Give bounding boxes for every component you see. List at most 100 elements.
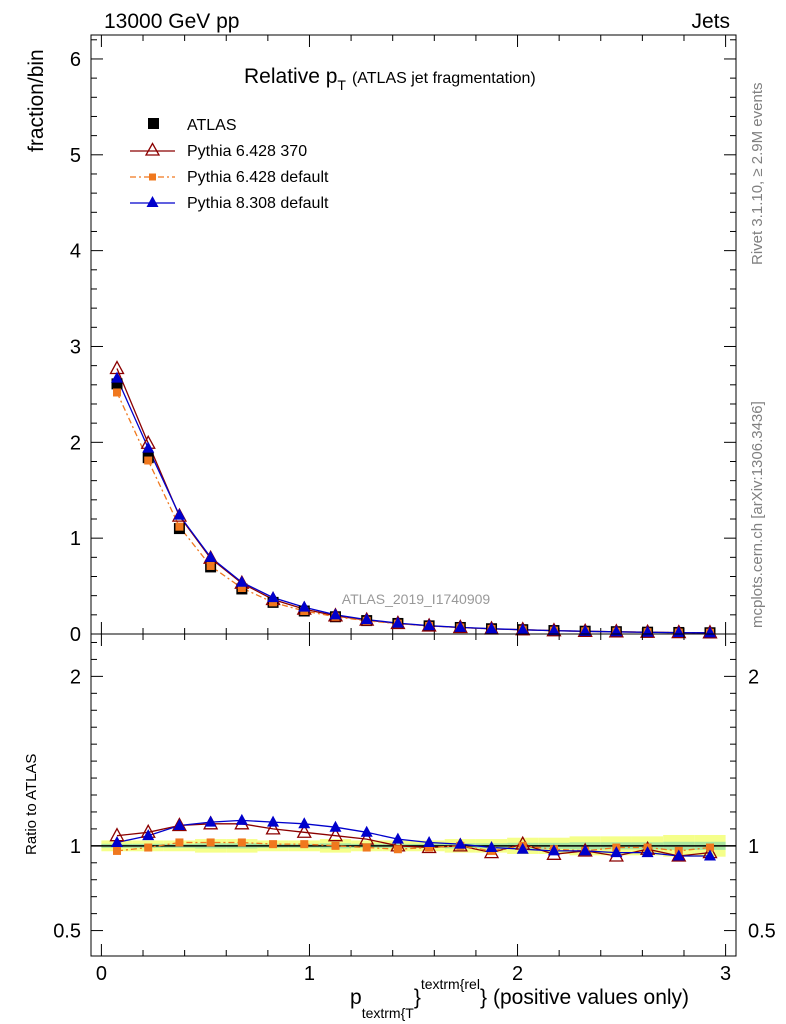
ratio-point (237, 838, 246, 847)
xtick-label: 0 (96, 963, 107, 985)
xlabel-tail: (positive values only) (493, 986, 689, 1009)
ratio-panel: 0.5 0.5 1 1 2 2 0 1 2 3 (53, 633, 776, 985)
xlabel-brace-mid: } (414, 986, 421, 1009)
ratio-point (391, 832, 404, 844)
ratio-point (171, 817, 188, 832)
ratio-point (267, 815, 280, 827)
main-point (547, 624, 560, 636)
ratio-ytick-label-right: 1 (748, 836, 759, 858)
xtick-label: 3 (720, 963, 731, 985)
ratio-point (671, 847, 687, 862)
main-point (454, 620, 467, 632)
ratio-series-line (116, 841, 711, 852)
main-point (423, 619, 436, 631)
main-point (113, 388, 122, 397)
ratio-point (269, 840, 278, 849)
main-ylabel: fraction/bin (25, 49, 48, 152)
legend-label-atlas: ATLAS (187, 117, 237, 134)
ratio-point (327, 827, 344, 842)
main-ytick-label: 1 (70, 528, 81, 550)
xlabel-sub: textrm{T (362, 1005, 415, 1021)
main-point (206, 561, 215, 570)
main-point (269, 598, 278, 607)
main-ytick-label: 6 (70, 49, 81, 71)
legend-marker-p8-default (146, 196, 159, 207)
main-point (485, 622, 498, 634)
header-right: Jets (691, 10, 730, 33)
ratio-point (331, 841, 340, 850)
ratio-ytick-label-left: 2 (70, 666, 81, 688)
ratio-point (111, 835, 124, 847)
main-point (579, 624, 592, 636)
legend-marker-atlas (148, 118, 159, 129)
xlabel-sup: textrm{rel (421, 976, 480, 992)
xtick-label: 2 (512, 963, 523, 985)
xlabel-main: p (350, 986, 362, 1009)
xlabel: ptextrm{T}textrm{rel} (positive values on… (350, 976, 689, 1021)
main-point (235, 575, 248, 587)
ratio-point (296, 823, 312, 838)
ratio-ylabel: Ratio to ATLAS (23, 754, 40, 855)
main-ytick-label: 5 (70, 145, 81, 167)
ratio-series-line (116, 819, 710, 857)
ratio-frame (90, 633, 737, 957)
legend-label-p6-default: Pythia 6.428 default (187, 169, 329, 186)
ratio-series-line (116, 823, 711, 857)
ratio-point (703, 849, 716, 861)
main-ytick-label: 2 (70, 432, 81, 454)
xtick-label: 1 (304, 963, 315, 985)
chart-title: Relative pT (ATLAS jet fragmentation) (244, 65, 536, 93)
legend-label-p6-370: Pythia 6.428 370 (187, 143, 307, 160)
main-point (516, 623, 529, 635)
main-point (175, 522, 184, 531)
ratio-point (516, 842, 529, 854)
ratio-point (204, 815, 217, 827)
main-point (144, 456, 153, 465)
legend: ATLAS Pythia 6.428 370 Pythia 6.428 defa… (130, 117, 329, 212)
main-point (173, 508, 186, 520)
main-point (267, 591, 280, 603)
main-point (142, 441, 155, 453)
ratio-point (235, 813, 248, 825)
main-point (204, 550, 217, 562)
chart-title-note: (ATLAS jet fragmentation) (352, 70, 536, 87)
main-point (237, 583, 246, 592)
ratio-ytick-label-left: 0.5 (53, 921, 81, 943)
ratio-point (362, 843, 371, 852)
main-panel: 0 1 2 3 4 5 6 (70, 34, 737, 646)
main-ytick-label: 3 (70, 336, 81, 358)
ratio-ytick-label-right: 0.5 (748, 921, 776, 943)
ratio-point (705, 843, 714, 852)
ratio-point (173, 819, 186, 831)
main-ytick-label: 0 (70, 624, 81, 646)
legend-marker-p6-default (149, 173, 156, 181)
ratio-ytick-label-left: 1 (70, 836, 81, 858)
ratio-point (265, 820, 281, 835)
ratio-point (425, 843, 434, 852)
ratio-point (298, 817, 311, 829)
ratio-point (641, 846, 654, 858)
ratio-point (547, 844, 560, 856)
ratio-point (610, 846, 623, 858)
main-point (360, 613, 373, 625)
main-point (329, 608, 342, 620)
main-ytick-label: 4 (70, 241, 81, 263)
ratio-ytick-label-right: 2 (748, 666, 759, 688)
ratio-point (206, 838, 215, 847)
ratio-point (300, 840, 309, 849)
main-point (703, 626, 716, 638)
main-point (298, 600, 311, 612)
ratio-point (454, 837, 467, 849)
ratio-point (175, 838, 184, 847)
ratio-point (393, 845, 402, 854)
main-point (391, 616, 404, 628)
analysis-watermark: ATLAS_2019_I1740909 (342, 591, 491, 607)
header-left: 13000 GeV pp (104, 10, 239, 33)
main-point (111, 371, 124, 383)
rivet-label: Rivet 3.1.10, ≥ 2.9M events (749, 83, 766, 266)
ratio-point (423, 835, 436, 847)
chart-title-main: Relative p (244, 65, 337, 88)
legend-label-p8-default: Pythia 8.308 default (187, 195, 329, 212)
ratio-point (113, 846, 122, 855)
